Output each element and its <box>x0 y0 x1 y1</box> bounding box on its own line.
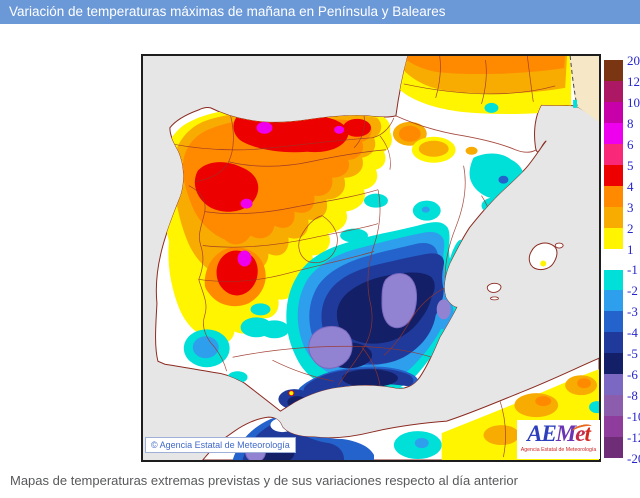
legend-label-1: 1 <box>627 241 634 257</box>
aemet-logo-subtitle: Agencia Estatal de Meteorología <box>520 447 597 453</box>
legend-label-12: 12 <box>627 73 640 89</box>
aemet-logo-letters: AEMet <box>517 421 600 447</box>
legend-label-10: 10 <box>627 94 640 110</box>
temperature-variation-map <box>141 54 601 462</box>
legend-label--8: -8 <box>627 388 638 404</box>
legend-band-10 <box>604 269 623 291</box>
aemet-letter-A: A <box>527 421 542 446</box>
africa-orange-2 <box>577 378 592 389</box>
aemet-letter-e: e <box>575 421 585 446</box>
temperature-scale-legend: 20 12 10 8 6 5 4 3 2 1 -1 -2 -3 -4 -5 -6 -8 -10 -12 -20 <box>604 54 640 465</box>
africa-orange-1 <box>535 396 552 407</box>
legend-band-7 <box>604 206 623 228</box>
legend-label--20: -20 <box>627 451 640 466</box>
pyrenees-gold-2 <box>418 140 449 157</box>
legend-band-1 <box>604 80 623 102</box>
africa-blue-dot <box>414 438 429 449</box>
legend-label-6: 6 <box>627 136 634 152</box>
france-cyan-spot <box>484 102 499 113</box>
pyrenees-gold-3 <box>465 146 478 155</box>
map-canvas <box>143 56 599 460</box>
purple-core-2 <box>308 325 353 369</box>
magenta-spot-3 <box>334 125 345 134</box>
legend-band-3 <box>604 122 623 144</box>
temperature-anomaly-fields <box>161 56 599 460</box>
purple-core-3 <box>436 299 451 320</box>
legend-label--6: -6 <box>627 367 638 383</box>
legend-label--4: -4 <box>627 325 638 341</box>
legend-label-8: 8 <box>627 115 634 131</box>
legend-band-18 <box>604 437 623 459</box>
legend-band-4 <box>604 143 623 165</box>
legend-label--12: -12 <box>627 430 640 446</box>
france-orange-band <box>399 56 566 75</box>
legend-label--5: -5 <box>627 346 638 362</box>
legend-band-9 <box>604 248 623 270</box>
boundary-cyan-tick <box>573 99 578 108</box>
legend-band-8 <box>604 227 623 249</box>
page-title: Variación de temperaturas máximas de mañ… <box>0 0 640 24</box>
africa-cyan-dot <box>589 401 599 414</box>
aemet-letter-M: M <box>555 421 576 446</box>
legend-label-20: 20 <box>627 53 640 68</box>
legend-band-2 <box>604 101 623 123</box>
africa-gold-3 <box>483 425 520 446</box>
legend-labels: 20 12 10 8 6 5 4 3 2 1 -1 -2 -3 -4 -5 -6 -8 -10 -12 -20 <box>627 54 640 465</box>
ibiza-island <box>486 282 502 293</box>
legend-band-0 <box>604 60 623 81</box>
gibraltar-spot <box>288 390 295 397</box>
aemet-letter-t: t <box>584 421 590 446</box>
legend-label-2: 2 <box>627 220 634 236</box>
magenta-spot-4 <box>237 250 252 267</box>
legend-label--10: -10 <box>627 409 640 425</box>
legend-color-bar <box>604 60 623 459</box>
aragon-blue-dot <box>421 206 430 213</box>
legend-band-5 <box>604 164 623 186</box>
legend-band-11 <box>604 290 623 312</box>
legend-label--2: -2 <box>627 283 638 299</box>
legend-band-17 <box>604 416 623 438</box>
algarve-blue <box>192 336 219 359</box>
cyan-spur-2 <box>250 303 271 316</box>
legend-label-4: 4 <box>627 178 634 194</box>
legend-band-14 <box>604 353 623 375</box>
aemet-letter-E: E <box>541 421 556 446</box>
legend-band-6 <box>604 185 623 207</box>
mallorca-yellow-spot <box>540 260 547 267</box>
alentejo-cyan <box>240 317 273 338</box>
legend-band-13 <box>604 332 623 354</box>
mallorca-island <box>528 242 558 271</box>
magenta-spot-2 <box>240 198 253 209</box>
formentera-island <box>490 296 499 301</box>
cyan-spur-3 <box>340 228 369 243</box>
copyright-notice: © Agencia Estatal de Meteorología <box>145 437 296 453</box>
legend-label--3: -3 <box>627 304 638 320</box>
legend-label--1: -1 <box>627 262 638 278</box>
magenta-spot-1 <box>256 121 273 134</box>
africa-gold-1 <box>514 393 559 418</box>
pyrenees-orange <box>398 125 421 142</box>
red-core-west <box>194 162 259 212</box>
catalonia-blue-dot <box>498 175 509 184</box>
soria-cyan <box>364 193 388 208</box>
legend-label-3: 3 <box>627 199 634 215</box>
aemet-logo: AEMet Agencia Estatal de Meteorología <box>517 420 600 459</box>
menorca-island <box>554 242 564 249</box>
legend-label-5: 5 <box>627 157 634 173</box>
admin-borders <box>170 56 556 458</box>
darknavy-blob-2 <box>342 369 398 388</box>
legend-band-12 <box>604 311 623 333</box>
purple-core-1 <box>381 272 418 329</box>
legend-band-15 <box>604 374 623 396</box>
legend-band-16 <box>604 395 623 417</box>
red-core-cantabria <box>343 118 371 137</box>
balearic-islands <box>486 242 564 301</box>
page-caption: Mapas de temperaturas extremas previstas… <box>10 473 518 488</box>
